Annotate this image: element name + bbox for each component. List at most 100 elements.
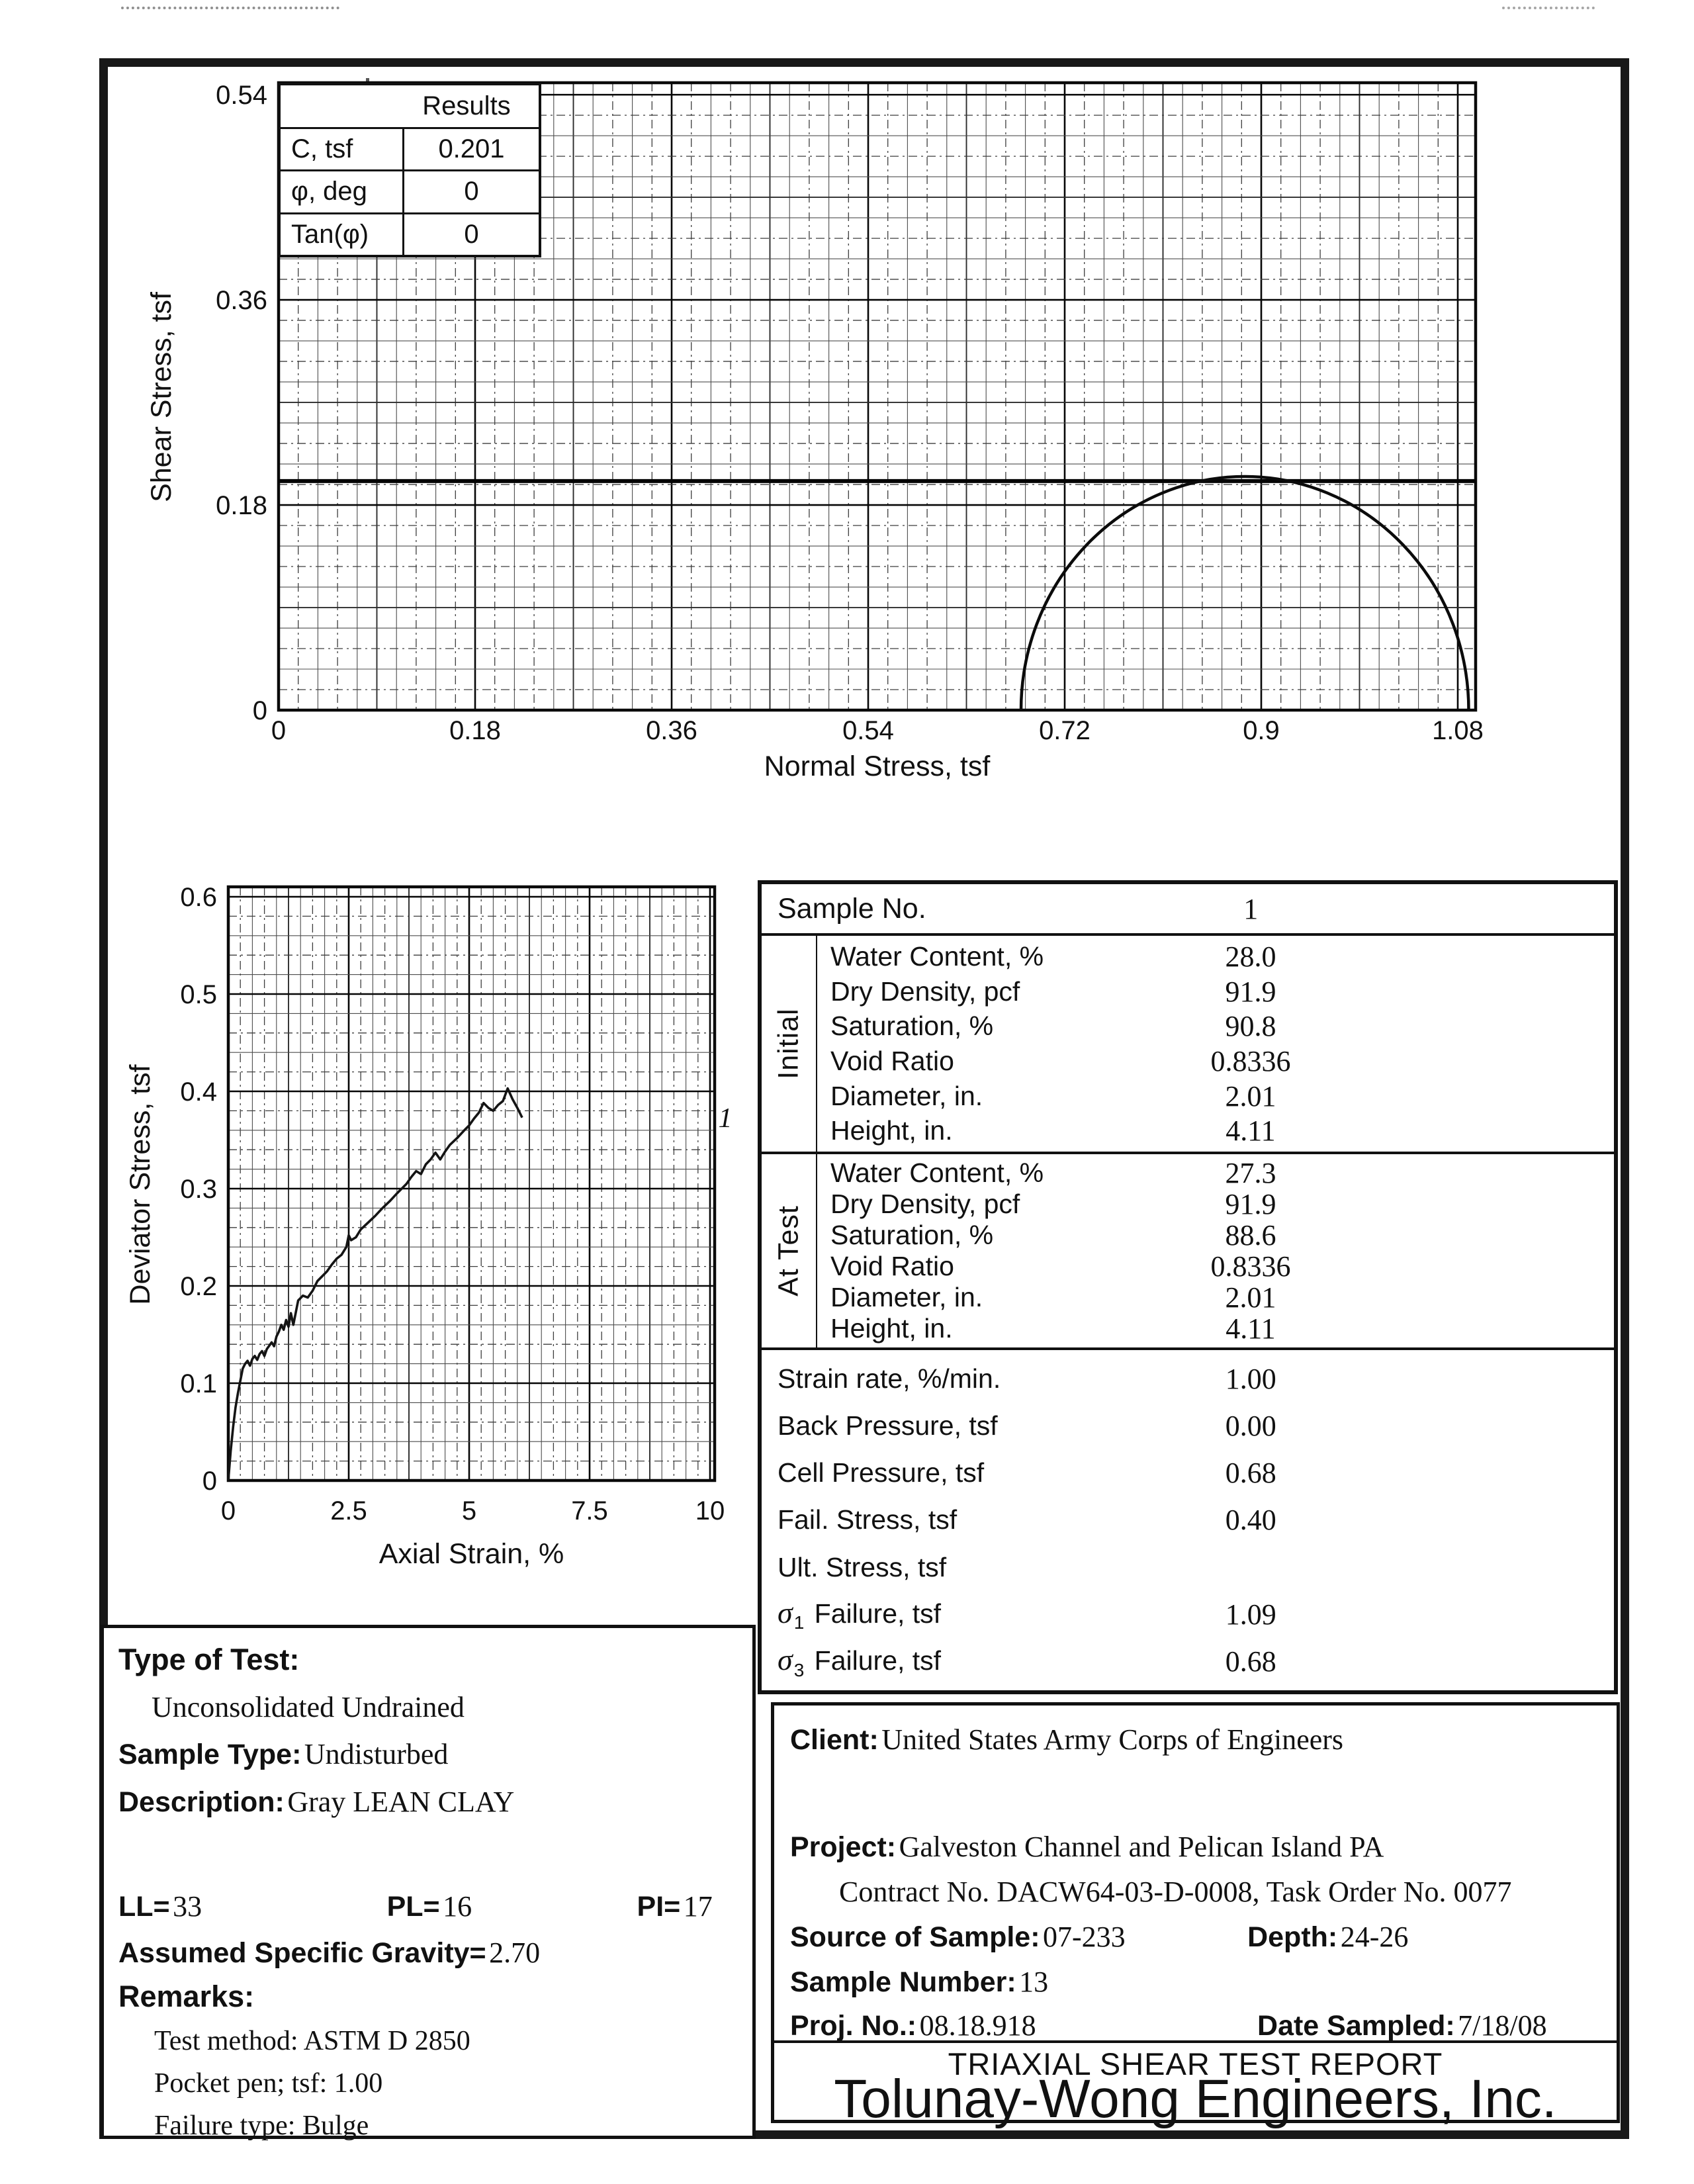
project-value: Galveston Channel and Pelican Island PA (899, 1831, 1384, 1863)
project-line: Project: Galveston Channel and Pelican I… (790, 1830, 1384, 1864)
source-label: Source of Sample: (790, 1921, 1040, 1953)
sample-no-row: Sample No. 1 (762, 884, 1614, 936)
gravity-value: 2.70 (489, 1936, 541, 1969)
table-row: Saturation, % 90.8 (817, 1009, 1614, 1044)
row-value: 0.68 (1225, 1645, 1276, 1678)
row-value: 1.00 (1225, 1363, 1276, 1396)
row-label: Water Content, % (830, 940, 1044, 972)
pi-label: PI= (637, 1891, 681, 1923)
company-name: Tolunay-Wong Engineers, Inc. (834, 2069, 1557, 2129)
row-label: Diameter, in. (830, 1080, 983, 1111)
results-table-title: Results (281, 85, 539, 129)
sigma-row-text: Failure, tsf (814, 1598, 942, 1629)
row-label: Back Pressure, tsf (778, 1410, 998, 1441)
row-value: 4.11 (1226, 1312, 1276, 1345)
row-label: Ult. Stress, tsf (778, 1551, 947, 1582)
sample-number-label: Sample Number: (790, 1966, 1016, 1998)
at-test-label: At Test (772, 1205, 805, 1297)
pl-value: 16 (443, 1890, 472, 1923)
row-value: 88.6 (1225, 1219, 1276, 1251)
scan-artifact (121, 7, 339, 9)
tan-phi-label: Tan(φ) (281, 214, 404, 255)
row-label: Void Ratio (830, 1045, 954, 1076)
row-value: 28.0 (1225, 940, 1276, 973)
depth-value: 24-26 (1340, 1921, 1409, 1953)
remark-line: Test method: ASTM D 2850 (154, 2026, 470, 2056)
row-label: Dry Density, pcf (830, 1189, 1020, 1219)
row-value: 0.8336 (1210, 1044, 1291, 1077)
table-row: Diameter, in. 2.01 (817, 1281, 1614, 1314)
row-value: 2.01 (1225, 1281, 1276, 1314)
proj-no-value: 08.18.918 (919, 2009, 1036, 2042)
sample-type-label: Sample Type: (118, 1739, 302, 1770)
sigma-row-text: Failure, tsf (814, 1645, 942, 1676)
date-sampled-value: 7/18/08 (1458, 2009, 1547, 2042)
table-row: Void Ratio 0.8336 (817, 1044, 1614, 1079)
table-row: Water Content, % 27.3 (817, 1157, 1614, 1189)
description-value: Gray LEAN CLAY (287, 1786, 515, 1818)
phi-value: 0 (464, 177, 479, 206)
row-label: Height, in. (830, 1115, 953, 1146)
table-row: Saturation, % 88.6 (817, 1219, 1614, 1251)
sample-number-value: 13 (1019, 1966, 1049, 1998)
row-label: Diameter, in. (830, 1282, 983, 1312)
row-label: σ3 Failure, tsf (778, 1642, 941, 1680)
at-test-group: At Test Water Content, % 27.3 Dry Density… (762, 1154, 1614, 1350)
row-value: 91.9 (1225, 975, 1276, 1008)
row-label: Water Content, % (830, 1158, 1044, 1188)
table-row: Back Pressure, tsf 0.00 (762, 1402, 1614, 1449)
title-divider (774, 2040, 1617, 2043)
table-row: Ult. Stress, tsf (762, 1544, 1614, 1591)
sigma-subscript: 1 (793, 1612, 805, 1633)
row-label: Fail. Stress, tsf (778, 1504, 958, 1535)
table-row: Strain rate, %/min. 1.00 (762, 1355, 1614, 1402)
sample-number-line: Sample Number: 13 (790, 1965, 1048, 1999)
row-label: Dry Density, pcf (830, 976, 1020, 1007)
table-row: Fail. Stress, tsf 0.40 (762, 1496, 1614, 1543)
table-row: Height, in. 4.11 (817, 1312, 1614, 1345)
sample-no-value: 1 (1243, 892, 1259, 925)
tan-phi-value: 0 (464, 219, 479, 249)
sample-type-value: Undisturbed (304, 1738, 449, 1770)
pl-label: PL= (386, 1891, 440, 1923)
type-of-test-value: Unconsolidated Undrained (152, 1691, 465, 1723)
proj-no-label: Proj. No.: (790, 2010, 917, 2042)
remark-line: Pocket pen; tsf: 1.00 (154, 2068, 383, 2099)
pi-value: 17 (683, 1890, 713, 1923)
row-label: Cell Pressure, tsf (778, 1457, 985, 1488)
row-value: 4.11 (1226, 1115, 1276, 1148)
sample-no-label: Sample No. (778, 892, 926, 925)
sample-type-line: Sample Type: Undisturbed (118, 1737, 448, 1771)
client-value: United States Army Corps of Engineers (881, 1723, 1344, 1756)
ll-label: LL= (118, 1891, 170, 1923)
results-table: Results C, tsf 0.201 φ, deg 0 Tan(φ) 0 (278, 83, 541, 257)
phi-label: φ, deg (281, 171, 404, 212)
row-label: Void Ratio (830, 1251, 954, 1281)
row-value: 0.40 (1225, 1504, 1276, 1537)
initial-group: Initial Water Content, % 28.0 Dry Density… (762, 936, 1614, 1154)
row-label: Saturation, % (830, 1011, 994, 1042)
source-depth-line: Source of Sample: 07-233 Depth: 24-26 (790, 1920, 1408, 1954)
table-row: φ, deg 0 (281, 171, 539, 214)
scan-artifact (1502, 7, 1595, 9)
atterberg-limits-line: LL= 33 PL= 16 PI= 17 (118, 1889, 713, 1923)
source-value: 07-233 (1042, 1921, 1126, 1953)
test-info-box: Type of Test: Unconsolidated Undrained S… (101, 1625, 756, 2141)
sigma-subscript: 3 (793, 1659, 805, 1680)
row-value: 1.09 (1225, 1598, 1276, 1631)
results-title-text: Results (422, 91, 511, 120)
report-title: TRIAXIAL SHEAR TEST REPORT (948, 2046, 1443, 2081)
sigma-symbol: σ (778, 1596, 793, 1630)
contract-line: Contract No. DACW64-03-D-0008, Task Orde… (839, 1876, 1512, 1908)
projno-date-line: Proj. No.: 08.18.918 Date Sampled: 7/18/… (790, 2009, 1547, 2042)
specific-gravity-line: Assumed Specific Gravity= 2.70 (118, 1936, 540, 1970)
row-value: 0.68 (1225, 1457, 1276, 1490)
initial-group-label-col: Initial (762, 936, 817, 1152)
table-row: Height, in. 4.11 (817, 1113, 1614, 1148)
table-row: Void Ratio 0.8336 (817, 1250, 1614, 1283)
sigma1-failure-row: σ1 Failure, tsf 1.09 (762, 1591, 1614, 1638)
depth-label: Depth: (1247, 1921, 1338, 1953)
table-row: Dry Density, pcf 91.9 (817, 1188, 1614, 1220)
sigma3-failure-row: σ3 Failure, tsf 0.68 (762, 1638, 1614, 1685)
row-value: 27.3 (1225, 1157, 1276, 1189)
